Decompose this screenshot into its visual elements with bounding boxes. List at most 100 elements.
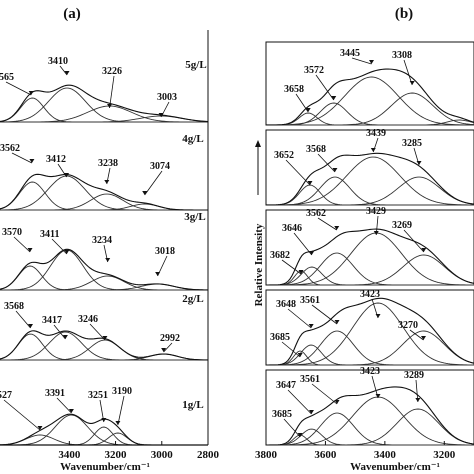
arrowhead-a-1-2 — [64, 71, 70, 75]
arrowhead-a-2-3 — [104, 180, 110, 184]
concentration-label-3: 3g/L — [184, 211, 205, 223]
arrowhead-a-5-4 — [115, 421, 121, 425]
peak-arrow-a-1-2 — [59, 65, 68, 76]
envelope-curve-b-4 — [266, 297, 474, 366]
peak-label-b-5-2: 3647 — [276, 380, 296, 391]
arrowhead-a-4-1 — [28, 324, 34, 328]
arrowhead-a-2-2 — [64, 173, 70, 177]
arrowhead-b-3-2 — [309, 251, 315, 255]
component-curve-b-1-4 — [266, 92, 474, 126]
peak-arrow-a-3-1 — [13, 236, 31, 253]
peak-label-a-4-3: 3246 — [78, 314, 98, 325]
peak-label-b-1-1: 3658 — [284, 84, 304, 95]
peak-label-a-3-3: 3234 — [92, 235, 112, 246]
peak-label-a-4-2: 3417 — [42, 315, 62, 326]
peak-label-a-5-1: 3527 — [0, 390, 12, 401]
peak-arrow-b-1-3 — [351, 57, 372, 65]
arrowhead-b-1-2 — [331, 96, 337, 100]
component-curve-b-4-5 — [266, 330, 474, 366]
peak-label-b-5-1: 3685 — [272, 409, 292, 420]
arrowhead-b-5-4 — [375, 394, 381, 398]
peak-label-b-3-5: 3269 — [392, 220, 412, 231]
peak-arrow-a-2-1 — [11, 152, 33, 164]
peak-label-b-1-3: 3445 — [340, 48, 360, 59]
x-tick-label-b-2: 3600 — [314, 449, 337, 461]
arrowhead-a-2-1 — [29, 159, 35, 163]
peak-label-b-4-2: 3648 — [276, 299, 296, 310]
x-axis-label-a: Wavenumber/cm⁻¹ — [60, 461, 150, 473]
peak-label-a-2-4: 3074 — [150, 161, 170, 172]
peak-label-a-1-4: 3003 — [157, 92, 177, 103]
peak-arrow-b-3-5 — [403, 229, 425, 253]
peak-arrow-a-1-1 — [5, 81, 32, 96]
component-curve-b-3-4 — [265, 232, 474, 286]
peak-arrow-b-3-1 — [281, 259, 302, 275]
peak-label-a-4-1: 3568 — [4, 301, 24, 312]
peak-label-a-2-3: 3238 — [98, 158, 118, 169]
concentration-label-2: 4g/L — [182, 133, 203, 145]
envelope-curve-b-5 — [266, 386, 474, 446]
component-curve-b-4-3 — [266, 330, 474, 366]
peak-label-b-5-5: 3289 — [404, 370, 424, 381]
peak-arrow-b-1-1 — [295, 93, 309, 113]
peak-label-a-1-3: 3226 — [102, 66, 122, 77]
arrowhead-a-4-4 — [161, 348, 167, 352]
arrowhead-b-4-4 — [375, 314, 381, 318]
arrowhead-b-4-5 — [420, 336, 426, 340]
envelope-curve-b-3 — [266, 228, 474, 286]
arrowhead-a-5-2 — [68, 409, 74, 413]
peak-arrow-a-4-3 — [89, 323, 106, 341]
peak-arrow-b-1-2 — [315, 74, 335, 101]
peak-label-a-2-2: 3412 — [46, 154, 66, 165]
x-tick-label-b-4: 3200 — [433, 449, 456, 461]
component-curve-b-2-4 — [266, 176, 474, 206]
peak-arrow-a-5-2 — [56, 397, 72, 414]
peak-arrow-a-4-2 — [53, 324, 66, 340]
peak-arrow-b-4-1 — [281, 341, 301, 358]
arrowhead-b-4-2 — [308, 324, 314, 328]
peak-arrow-b-1-4 — [403, 59, 413, 86]
peak-label-a-3-2: 3411 — [40, 229, 59, 240]
component-curve-b-3-2 — [266, 266, 474, 286]
envelope-curve-b-1 — [265, 68, 474, 126]
peak-arrow-a-5-4 — [117, 395, 125, 426]
peak-arrow-b-5-3 — [311, 383, 338, 405]
peak-arrow-b-3-3 — [317, 217, 337, 231]
x-tick-label-a-2: 3200 — [105, 449, 128, 461]
peak-label-b-4-5: 3270 — [398, 320, 418, 331]
x-tick-label-a-1: 3400 — [58, 449, 81, 461]
x-tick-label-a-3: 3000 — [151, 449, 174, 461]
component-curve-b-1-3 — [265, 76, 474, 126]
y-axis-label-b: Relative Intensity — [253, 223, 265, 306]
component-curve-a-2-2 — [0, 175, 208, 211]
arrowhead-b-5-1 — [297, 433, 303, 437]
peak-label-a-1-2: 3410 — [48, 56, 68, 67]
peak-arrow-b-3-2 — [293, 232, 313, 256]
arrowhead-a-3-1 — [27, 248, 33, 252]
arrowhead-b-1-1 — [305, 108, 311, 112]
component-curve-a-1-3 — [0, 105, 208, 123]
peak-arrow-a-3-2 — [51, 238, 68, 255]
arrowhead-a-2-4 — [142, 191, 148, 195]
component-curve-b-3-3 — [266, 252, 474, 286]
peak-label-a-5-2: 3391 — [45, 388, 65, 399]
peak-label-b-2-1: 3652 — [274, 150, 294, 161]
x-axis-label-b: Wavenumber/cm⁻¹ — [350, 461, 440, 473]
y-axis-arrow-head — [255, 140, 261, 147]
arrowhead-a-3-3 — [105, 258, 111, 262]
peak-label-b-3-3: 3562 — [306, 208, 326, 219]
component-curve-a-2-3 — [0, 193, 208, 211]
peak-label-b-3-1: 3682 — [270, 250, 290, 261]
arrowhead-b-4-1 — [297, 353, 303, 357]
component-curve-b-2-1 — [265, 184, 474, 206]
peak-label-b-4-3: 3561 — [300, 295, 320, 306]
arrowhead-a-1-4 — [158, 113, 164, 117]
component-curve-b-3-5 — [266, 254, 474, 286]
peak-arrow-b-5-2 — [287, 389, 312, 415]
peak-label-b-2-4: 3285 — [402, 138, 422, 149]
envelope-curve-a-3 — [0, 248, 209, 291]
peak-arrow-b-4-2 — [287, 308, 312, 329]
component-curve-b-5-4 — [266, 396, 474, 446]
arrowhead-b-2-1 — [307, 181, 313, 185]
